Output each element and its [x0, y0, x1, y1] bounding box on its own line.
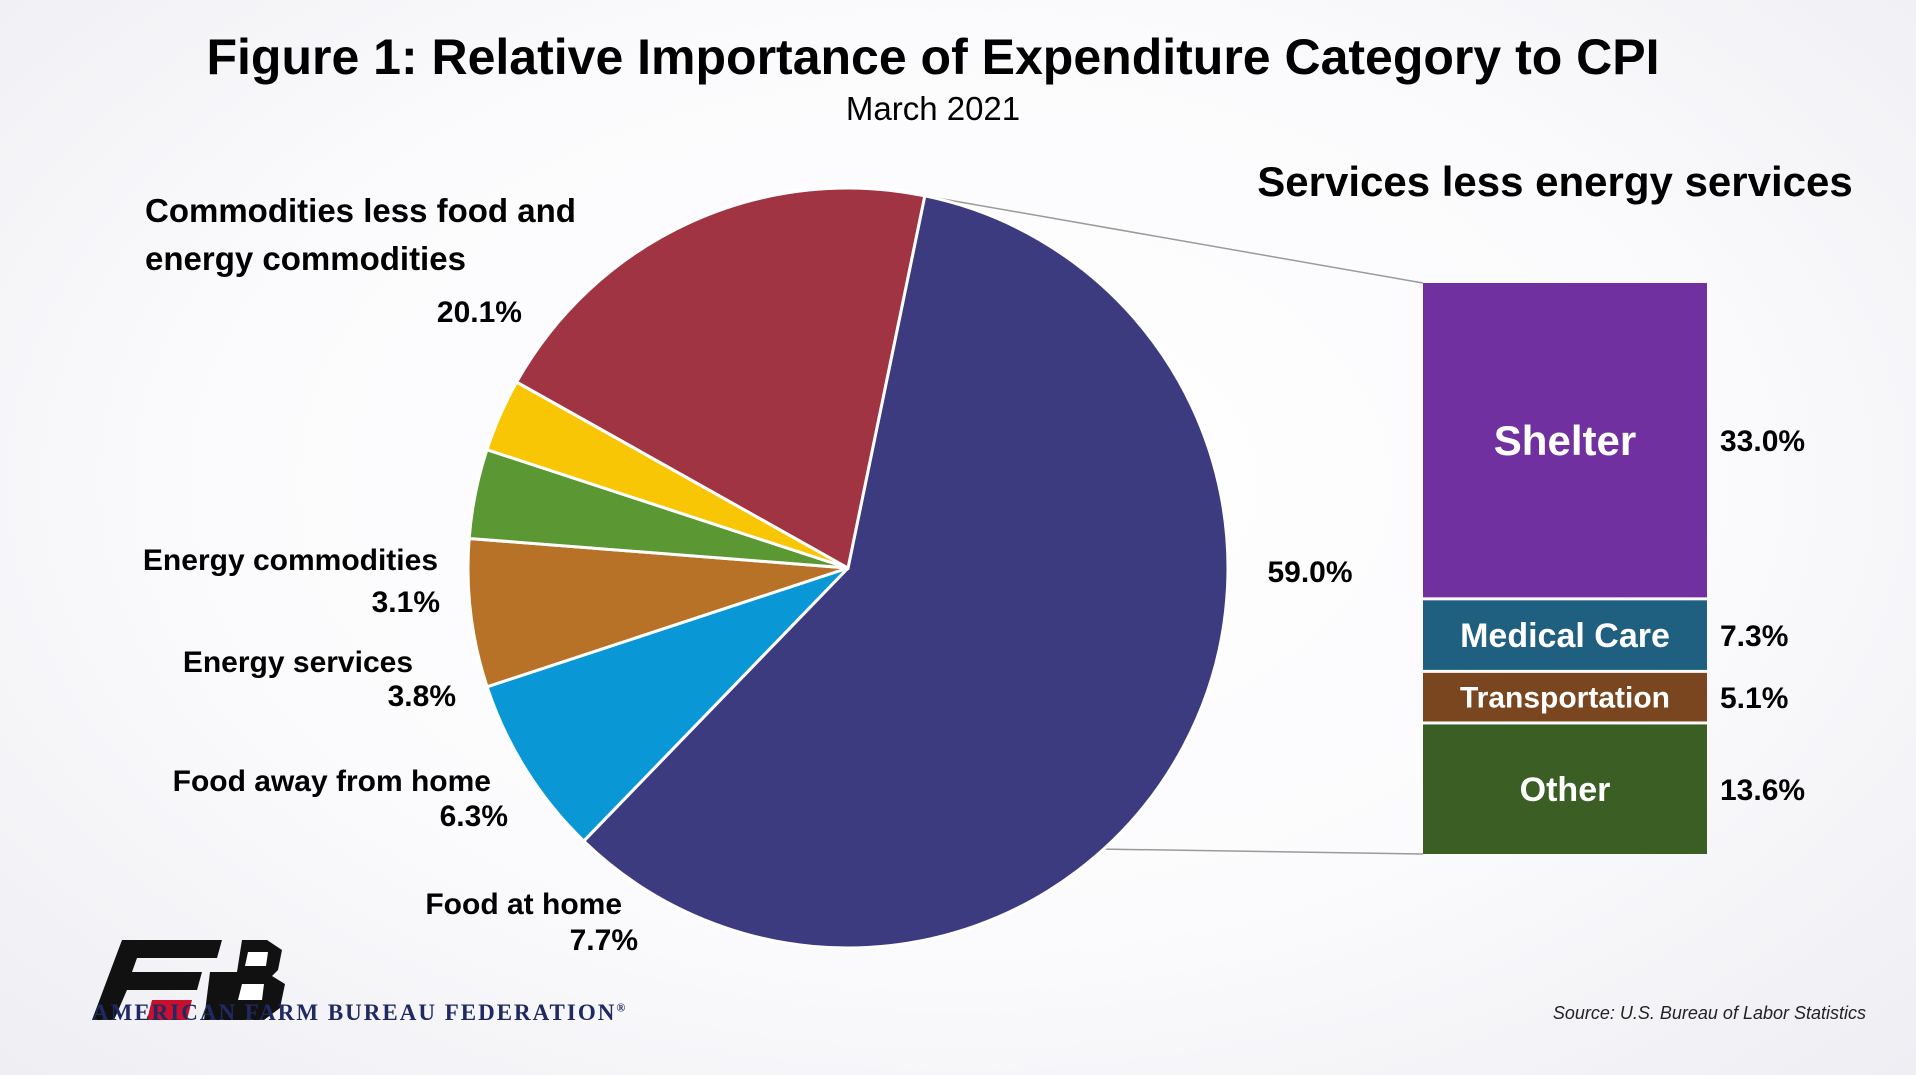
bar-label-0: Shelter: [1494, 417, 1636, 464]
pie-slice-5: [514, 186, 927, 571]
source-note: Source: U.S. Bureau of Labor Statistics: [1552, 1003, 1866, 1023]
breakout-bar: Shelter 33.0% Medical Care 7.3% Transportati…: [1423, 283, 1805, 854]
bar-segment-other: [1423, 724, 1707, 854]
breakout-title: Services less energy services: [1257, 158, 1852, 205]
bar-value-3: 13.6%: [1720, 774, 1805, 807]
bar-label-1: Medical Care: [1460, 617, 1670, 655]
slice-value-5: 20.1%: [437, 296, 522, 329]
slice-value-3: 3.8%: [388, 680, 456, 713]
slice-label-1: Food at home: [425, 888, 622, 921]
bar-value-0: 33.0%: [1720, 425, 1805, 458]
slice-label-4: Energy commodities: [143, 544, 438, 577]
slice-label-5-line-0: Commodities less food and: [145, 192, 576, 229]
slice-value-0: 59.0%: [1267, 556, 1352, 589]
chart-subtitle: March 2021: [845, 90, 1021, 127]
bar-segment-transportation: [1423, 672, 1707, 722]
bar-value-1: 7.3%: [1720, 620, 1788, 653]
slice-label-2: Food away from home: [173, 765, 491, 798]
chart-title: Figure 1: Relative Importance of Expendi…: [206, 29, 1660, 85]
pie: [466, 186, 1230, 950]
organization-name: AMERICAN FARM BUREAU FEDERATION®: [92, 1000, 628, 1025]
pie-slice-1: [485, 566, 850, 844]
pie-slice-0: [581, 194, 1230, 950]
bar-segment-medical-care: [1423, 600, 1707, 670]
slice-value-2: 6.3%: [440, 800, 508, 833]
bar-segment-shelter: [1423, 283, 1707, 598]
bar-label-3: Other: [1520, 771, 1611, 809]
slice-value-1: 7.7%: [570, 924, 638, 957]
bar-value-2: 5.1%: [1720, 682, 1788, 715]
bar-label-2: Transportation: [1460, 682, 1670, 715]
pie-slice-2: [466, 536, 849, 689]
slice-label-5-line-1: energy commodities: [145, 240, 466, 277]
farm-bureau-logo-icon: [92, 940, 285, 1020]
connector-top: [924, 195, 1424, 284]
slice-value-4: 3.1%: [372, 586, 440, 619]
slice-label-3: Energy services: [183, 646, 413, 679]
